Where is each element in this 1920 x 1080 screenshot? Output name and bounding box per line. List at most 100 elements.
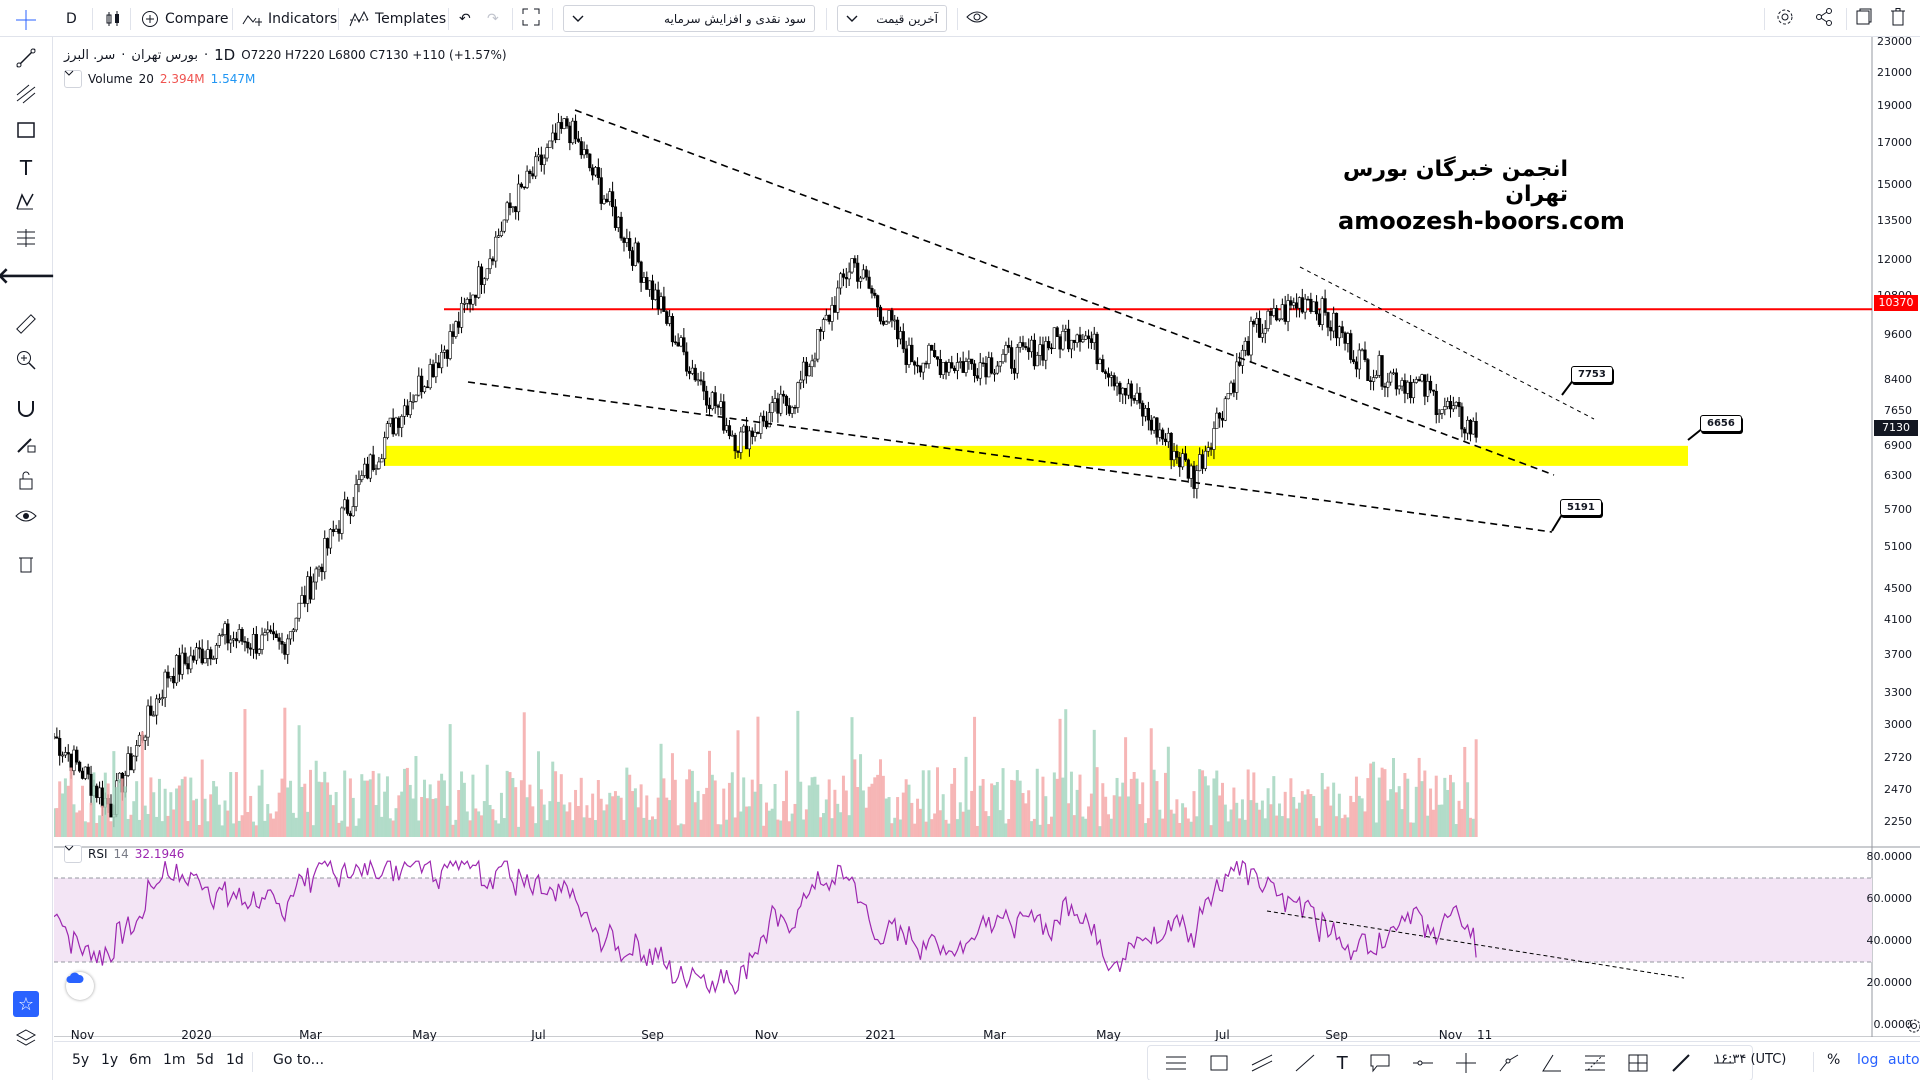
- callout-icon[interactable]: [1369, 1053, 1391, 1073]
- indicators-button[interactable]: Indicators: [242, 5, 337, 32]
- undo-button[interactable]: ↶: [459, 5, 471, 32]
- goto-button[interactable]: Go to...: [273, 1052, 325, 1068]
- price-source-dropdown[interactable]: آخرین قیمت: [837, 5, 947, 32]
- dividends-dropdown[interactable]: سود نقدی و افزایش سرمایه: [563, 5, 815, 32]
- volume-bar: [112, 751, 116, 837]
- candle-body: [642, 277, 646, 283]
- range-6m[interactable]: 6m: [129, 1052, 152, 1068]
- candle-body: [169, 675, 173, 679]
- trendline-tool[interactable]: [13, 47, 39, 73]
- candle-body: [699, 379, 703, 382]
- candle-body: [972, 363, 977, 376]
- lock-tool[interactable]: [13, 469, 39, 495]
- volume-bar: [1078, 774, 1082, 837]
- horizontal-line-icon[interactable]: [1713, 1053, 1735, 1073]
- volume-bar: [138, 819, 141, 837]
- rectangle-icon[interactable]: [1208, 1053, 1230, 1073]
- horizontal-ray-icon[interactable]: [1412, 1053, 1434, 1073]
- volume-bar: [876, 774, 880, 837]
- hide-drawings-tool[interactable]: [13, 505, 39, 531]
- compare-button[interactable]: Compare: [141, 5, 229, 32]
- delete-all-button[interactable]: [1890, 5, 1906, 32]
- parallel-channel-icon[interactable]: [1251, 1053, 1273, 1073]
- candle-body: [78, 761, 82, 772]
- zoom-tool[interactable]: [13, 349, 39, 375]
- candle-body: [690, 367, 694, 374]
- volume-bar: [354, 825, 358, 837]
- cross-line-icon[interactable]: [1455, 1053, 1477, 1073]
- candle-body: [1406, 381, 1410, 394]
- volume-bar: [135, 781, 139, 837]
- range-5y[interactable]: 5y: [72, 1052, 90, 1068]
- fib-retracement-icon[interactable]: [1584, 1053, 1606, 1073]
- volume-bar: [511, 778, 515, 837]
- clock[interactable]: ۱۶:۳۴ (UTC): [1714, 1052, 1787, 1067]
- fib-tool[interactable]: [13, 83, 39, 109]
- volume-bar: [1280, 816, 1284, 837]
- callout-label[interactable]: 7753: [1571, 366, 1613, 383]
- callout-label[interactable]: 6656: [1700, 415, 1742, 432]
- gann-box-icon[interactable]: [1627, 1053, 1649, 1073]
- candle-body: [776, 398, 780, 414]
- candle-style-icon[interactable]: [104, 5, 122, 32]
- volume-bar: [1229, 809, 1233, 837]
- range-1m[interactable]: 1m: [163, 1052, 186, 1068]
- ruler-tool[interactable]: [13, 313, 39, 339]
- volume-bar: [1001, 768, 1005, 837]
- auto-toggle[interactable]: auto: [1888, 1052, 1920, 1068]
- candle-body: [844, 277, 848, 280]
- settings-button[interactable]: [1775, 5, 1795, 32]
- volume-bar: [1340, 818, 1344, 837]
- draw-mode-tool[interactable]: [13, 433, 39, 459]
- candle-body: [1446, 401, 1450, 407]
- candle-body: [1081, 339, 1085, 343]
- volume-legend: Volume 20 2.394M 1.547M: [64, 70, 255, 88]
- share-button[interactable]: [1814, 5, 1834, 32]
- collapse-button[interactable]: [64, 845, 82, 863]
- candle-body: [573, 120, 578, 140]
- redo-button[interactable]: ↷: [487, 5, 499, 32]
- crosshair-tool[interactable]: [13, 9, 39, 35]
- interval-button[interactable]: D: [66, 5, 77, 32]
- shape-tool[interactable]: [13, 119, 39, 145]
- chart-area[interactable]: سر. البرز · بورس تهران · 1D O7220 H7220 …: [54, 35, 1920, 1042]
- pattern-tool[interactable]: [13, 191, 39, 217]
- range-1y[interactable]: 1y: [101, 1052, 119, 1068]
- volume-period: 20: [138, 72, 154, 86]
- callout-label[interactable]: 5191: [1560, 499, 1602, 516]
- fullscreen-button[interactable]: [522, 5, 540, 32]
- text-tool[interactable]: T: [13, 155, 39, 181]
- percent-toggle[interactable]: %: [1827, 1052, 1841, 1068]
- horizontal-lines-icon[interactable]: [1165, 1053, 1187, 1073]
- visibility-button[interactable]: [966, 5, 988, 32]
- candle-body: [226, 623, 230, 644]
- angle-icon[interactable]: [1541, 1053, 1563, 1073]
- object-tree-button[interactable]: [13, 1027, 39, 1053]
- magnet-tool[interactable]: [13, 397, 39, 423]
- symbol-name[interactable]: سر. البرز: [64, 47, 116, 63]
- log-toggle[interactable]: log: [1857, 1052, 1879, 1068]
- text-icon[interactable]: T: [1336, 1052, 1348, 1074]
- volume-bar: [594, 820, 597, 837]
- range-1d[interactable]: 1d: [226, 1052, 244, 1068]
- volume-bar: [357, 818, 361, 837]
- volume-bar: [380, 816, 384, 837]
- volume-bar: [1283, 791, 1287, 837]
- collapse-button[interactable]: [64, 70, 82, 88]
- path-icon[interactable]: [1498, 1053, 1520, 1073]
- price-tick-label: 2250: [1884, 814, 1912, 828]
- remove-drawings-tool[interactable]: [13, 553, 39, 579]
- brush-icon[interactable]: [1670, 1053, 1692, 1073]
- trendline-icon[interactable]: [1294, 1053, 1316, 1073]
- back-button[interactable]: 🡐: [0, 263, 56, 289]
- snapshot-button[interactable]: [1854, 5, 1874, 32]
- chart-canvas[interactable]: [54, 37, 1920, 1037]
- range-5d[interactable]: 5d: [196, 1052, 214, 1068]
- tv-logo-button[interactable]: [66, 972, 94, 1000]
- redo-icon: ↷: [487, 10, 499, 27]
- templates-button[interactable]: Templates: [349, 5, 446, 32]
- prediction-tool[interactable]: [13, 227, 39, 253]
- candle-body: [482, 278, 486, 285]
- watchlist-button[interactable]: ☆: [13, 991, 39, 1017]
- volume-bar: [1181, 803, 1185, 837]
